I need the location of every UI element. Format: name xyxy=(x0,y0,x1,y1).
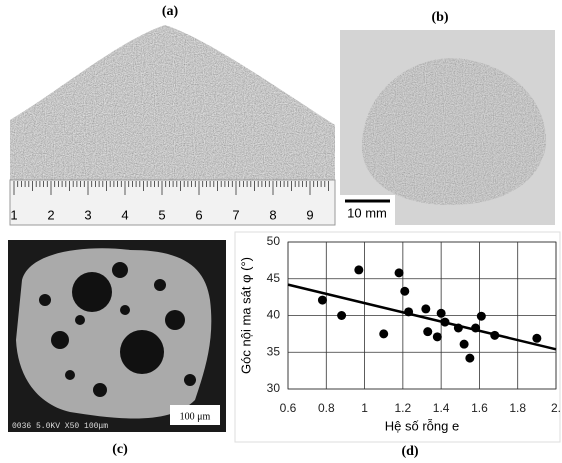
x-tick-label: 0.6 xyxy=(280,401,297,415)
point xyxy=(400,287,409,296)
x-tick-label: 2. xyxy=(551,401,561,415)
ruler-label: 5 xyxy=(158,207,165,222)
point xyxy=(379,329,388,338)
scale-text: 100 μm xyxy=(180,411,211,422)
point xyxy=(354,265,363,274)
y-axis-label: Góc nội ma sát φ (°) xyxy=(238,257,253,374)
y-tick-label: 30 xyxy=(267,381,281,395)
ruler-label: 7 xyxy=(232,207,239,222)
point xyxy=(490,331,499,340)
point xyxy=(465,354,474,363)
x-tick-label: 1 xyxy=(361,401,368,415)
ruler-label: 2 xyxy=(47,207,54,222)
ruler-label: 9 xyxy=(306,207,313,222)
point xyxy=(421,304,430,313)
panel-label: (d) xyxy=(401,444,418,459)
figure: (a) 123456789 (b) 10 mm 100 μm 0036 5.0K… xyxy=(0,0,562,463)
point xyxy=(440,318,449,327)
y-tick-label: 40 xyxy=(267,308,281,322)
y-tick-label: 45 xyxy=(267,271,281,285)
x-tick-label: 1.6 xyxy=(471,401,488,415)
point xyxy=(532,334,541,343)
point xyxy=(337,311,346,320)
point xyxy=(423,327,432,336)
point xyxy=(460,340,469,349)
x-tick-label: 1.4 xyxy=(433,401,450,415)
point xyxy=(471,323,480,332)
panel-label: (c) xyxy=(112,442,128,457)
scale-text: 10 mm xyxy=(347,205,387,220)
point xyxy=(454,323,463,332)
point xyxy=(404,307,413,316)
panel-label: (b) xyxy=(431,10,448,25)
point xyxy=(477,312,486,321)
point xyxy=(318,296,327,305)
x-axis-label: Hệ số rỗng e xyxy=(385,418,459,433)
point xyxy=(437,309,446,318)
y-tick-label: 35 xyxy=(267,344,281,358)
point xyxy=(395,268,404,277)
sem-caption: 0036 5.0KV X50 100μm xyxy=(12,422,108,431)
x-tick-label: 0.8 xyxy=(318,401,335,415)
x-tick-label: 1.2 xyxy=(395,401,412,415)
ruler-label: 1 xyxy=(10,207,17,222)
ruler-label: 3 xyxy=(84,207,91,222)
x-tick-label: 1.8 xyxy=(509,401,526,415)
point xyxy=(433,332,442,341)
y-tick-label: 50 xyxy=(267,234,281,248)
ruler-label: 6 xyxy=(195,207,202,222)
ruler-label: 8 xyxy=(269,207,276,222)
panel-label: (a) xyxy=(162,4,179,19)
ruler-label: 4 xyxy=(121,207,128,222)
